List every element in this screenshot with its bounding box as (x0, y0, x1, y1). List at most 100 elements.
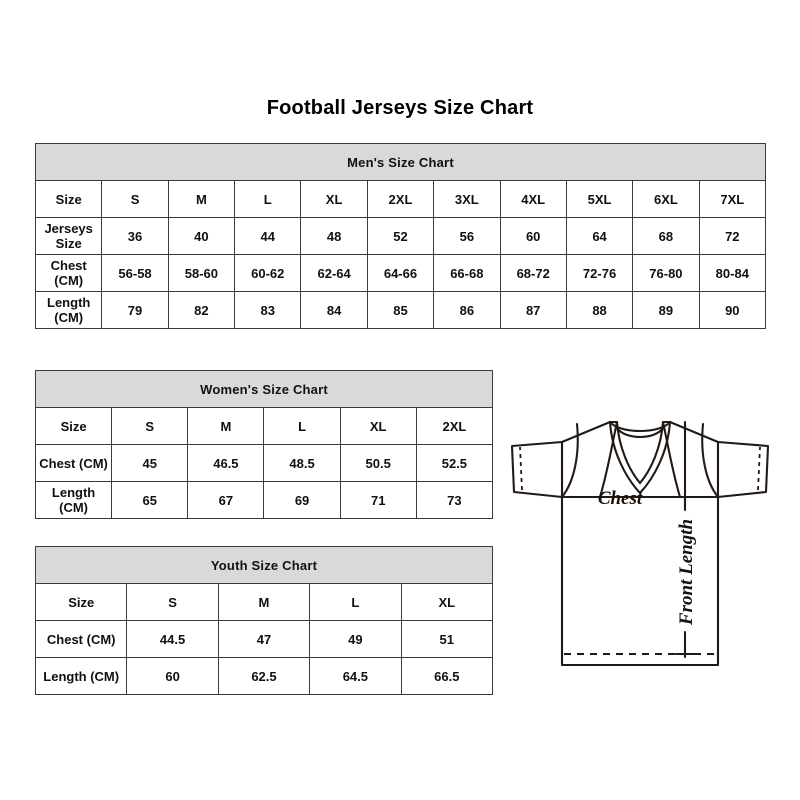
womens-length-s: 65 (111, 481, 189, 519)
womens-chest-l: 48.5 (263, 444, 341, 482)
youth-length-l: 64.5 (309, 657, 402, 695)
mens-chest-4xl: 68-72 (499, 254, 567, 292)
mens-chest-m: 58-60 (167, 254, 236, 292)
womens-size-table: Women's Size Chart Size S M L XL 2XL Che… (34, 370, 494, 519)
mens-jerseys-size-xl: 48 (300, 217, 368, 255)
mens-length-m: 82 (167, 291, 236, 329)
mens-length-4xl: 87 (499, 291, 567, 329)
page-title: Football Jerseys Size Chart (266, 97, 534, 119)
row-label-length: Length (CM) (34, 657, 128, 695)
table-row: Chest (CM) 56-58 58-60 60-62 62-64 64-66… (34, 254, 767, 292)
mens-length-7xl: 90 (698, 291, 767, 329)
youth-chest-s: 44.5 (126, 620, 219, 658)
youth-size-l: L (309, 583, 402, 621)
mens-chest-5xl: 72-76 (565, 254, 634, 292)
mens-jerseys-size-s: 36 (101, 217, 169, 255)
mens-jerseys-size-7xl: 72 (698, 217, 767, 255)
mens-length-xl: 84 (300, 291, 368, 329)
mens-jerseys-size-m: 40 (167, 217, 236, 255)
youth-size-m: M (217, 583, 311, 621)
table-row: Length (CM) 65 67 69 71 73 (34, 481, 494, 519)
womens-size-l: L (263, 407, 341, 445)
mens-length-6xl: 89 (632, 291, 700, 329)
mens-jerseys-size-3xl: 56 (433, 217, 501, 255)
mens-length-5xl: 88 (565, 291, 634, 329)
row-label-chest: Chest (CM) (34, 620, 128, 658)
row-label-chest: Chest (CM) (34, 254, 103, 292)
table-row: Size S M L XL 2XL (34, 407, 494, 445)
youth-length-xl: 66.5 (400, 657, 494, 695)
tshirt-measurement-diagram: Chest Front Length (500, 400, 780, 700)
womens-length-m: 67 (187, 481, 265, 519)
table-caption-row: Men's Size Chart (35, 143, 766, 181)
row-label-size: Size (34, 583, 128, 621)
table-row: Jerseys Size 36 40 44 48 52 56 60 64 68 … (34, 217, 767, 255)
mens-length-3xl: 86 (433, 291, 501, 329)
table-row: Size S M L XL (34, 583, 494, 621)
womens-size-s: S (111, 407, 189, 445)
youth-chest-m: 47 (217, 620, 311, 658)
row-label-length: Length (CM) (34, 481, 113, 519)
womens-table-caption: Women's Size Chart (35, 370, 493, 408)
table-row: Length (CM) 79 82 83 84 85 86 87 88 89 9… (34, 291, 767, 329)
mens-size-6xl: 6XL (632, 180, 700, 218)
table-row: Length (CM) 60 62.5 64.5 66.5 (34, 657, 494, 695)
womens-length-l: 69 (263, 481, 341, 519)
youth-chest-l: 49 (309, 620, 402, 658)
mens-jerseys-size-l: 44 (234, 217, 302, 255)
mens-size-l: L (234, 180, 302, 218)
mens-size-2xl: 2XL (366, 180, 435, 218)
womens-chest-2xl: 52.5 (415, 444, 494, 482)
mens-length-l: 83 (234, 291, 302, 329)
youth-size-xl: XL (400, 583, 494, 621)
mens-size-xl: XL (300, 180, 368, 218)
mens-chest-6xl: 76-80 (632, 254, 700, 292)
row-label-size: Size (34, 180, 103, 218)
table-row: Chest (CM) 44.5 47 49 51 (34, 620, 494, 658)
mens-chest-xl: 62-64 (300, 254, 368, 292)
mens-size-3xl: 3XL (433, 180, 501, 218)
mens-jerseys-size-5xl: 64 (565, 217, 634, 255)
womens-size-m: M (187, 407, 265, 445)
youth-table-caption: Youth Size Chart (35, 546, 493, 584)
table-caption-row: Youth Size Chart (35, 546, 493, 584)
womens-length-xl: 71 (339, 481, 417, 519)
mens-chest-2xl: 64-66 (366, 254, 435, 292)
mens-jerseys-size-4xl: 60 (499, 217, 567, 255)
youth-length-m: 62.5 (217, 657, 311, 695)
mens-table-caption: Men's Size Chart (35, 143, 766, 181)
mens-chest-l: 60-62 (234, 254, 302, 292)
youth-size-s: S (126, 583, 219, 621)
womens-size-xl: XL (339, 407, 417, 445)
womens-chest-m: 46.5 (187, 444, 265, 482)
youth-length-s: 60 (126, 657, 219, 695)
mens-chest-7xl: 80-84 (698, 254, 767, 292)
womens-chest-xl: 50.5 (339, 444, 417, 482)
womens-size-2xl: 2XL (415, 407, 494, 445)
chest-measure-label: Chest (598, 488, 643, 509)
table-caption-row: Women's Size Chart (35, 370, 493, 408)
table-row: Size S M L XL 2XL 3XL 4XL 5XL 6XL 7XL (34, 180, 767, 218)
mens-jerseys-size-6xl: 68 (632, 217, 700, 255)
row-label-chest: Chest (CM) (34, 444, 113, 482)
front-length-measure-label: Front Length (676, 519, 697, 626)
mens-size-5xl: 5XL (565, 180, 634, 218)
mens-length-s: 79 (101, 291, 169, 329)
row-label-size: Size (34, 407, 113, 445)
womens-length-2xl: 73 (415, 481, 494, 519)
mens-size-s: S (101, 180, 169, 218)
row-label-jerseys-size: Jerseys Size (34, 217, 103, 255)
youth-size-table: Youth Size Chart Size S M L XL Chest (CM… (34, 546, 494, 695)
youth-chest-xl: 51 (400, 620, 494, 658)
womens-chest-s: 45 (111, 444, 189, 482)
mens-size-table: Men's Size Chart Size S M L XL 2XL 3XL 4… (34, 143, 767, 329)
mens-chest-3xl: 66-68 (433, 254, 501, 292)
mens-length-2xl: 85 (366, 291, 435, 329)
mens-size-7xl: 7XL (698, 180, 767, 218)
mens-jerseys-size-2xl: 52 (366, 217, 435, 255)
mens-chest-s: 56-58 (101, 254, 169, 292)
table-row: Chest (CM) 45 46.5 48.5 50.5 52.5 (34, 444, 494, 482)
mens-size-m: M (167, 180, 236, 218)
row-label-length: Length (CM) (34, 291, 103, 329)
mens-size-4xl: 4XL (499, 180, 567, 218)
